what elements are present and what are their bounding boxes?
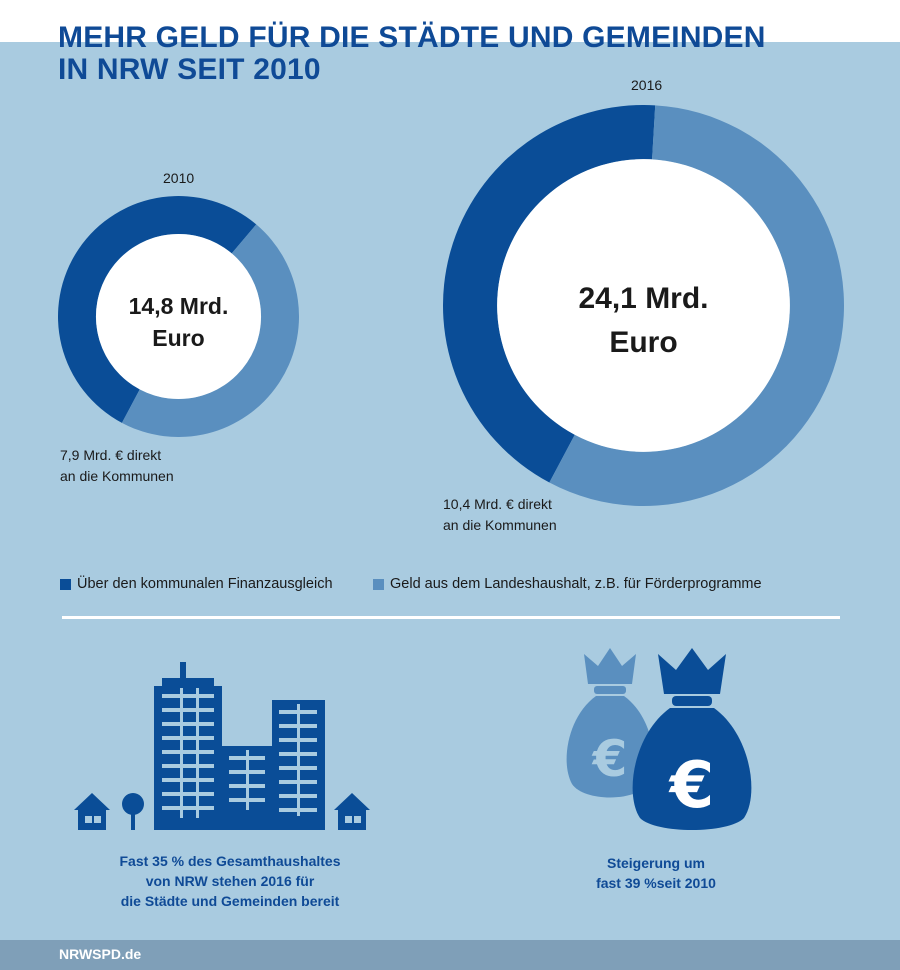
svg-text:€: € xyxy=(668,749,715,823)
city-caption: Fast 35 % des Gesamthaushaltes von NRW s… xyxy=(80,851,380,911)
donut-2010-slice-landeshaushalt xyxy=(121,224,299,437)
money-caption-line-2: fast 39 %seit 2010 xyxy=(596,875,716,891)
city-buildings-icon xyxy=(74,662,370,830)
donut-2016-total-unit: Euro xyxy=(609,326,678,359)
svg-text:€: € xyxy=(592,730,628,788)
donut-2010-total: 14,8 Mrd. Euro xyxy=(58,290,299,354)
donut-2016-center xyxy=(497,159,790,452)
donut-2010-slice-finanzausgleich xyxy=(58,196,257,423)
donut-2016-slice-landeshaushalt xyxy=(549,105,844,506)
city-caption-line-1: Fast 35 % des Gesamthaushaltes xyxy=(119,853,341,869)
header-band xyxy=(0,0,900,42)
annotation-2010-line-1: 7,9 Mrd. € direkt xyxy=(60,447,162,463)
title-line-2: IN NRW SEIT 2010 xyxy=(58,53,321,86)
page-title: MEHR GELD FÜR DIE STÄDTE UND GEMEINDEN I… xyxy=(58,22,766,86)
year-label-2010: 2010 xyxy=(163,170,195,186)
money-caption: Steigerung um fast 39 %seit 2010 xyxy=(556,853,756,893)
donut-2010-center xyxy=(95,233,262,400)
donut-2016-total-amount: 24,1 Mrd. xyxy=(578,282,709,315)
donut-2010-total-amount: 14,8 Mrd. xyxy=(128,293,229,319)
donut-chart-2010 xyxy=(58,196,299,437)
legend-swatch-finanzausgleich xyxy=(60,578,71,590)
annotation-2016-line-2: an die Kommunen xyxy=(443,517,557,533)
annotation-2010-line-2: an die Kommunen xyxy=(60,468,174,484)
legend-swatch-landeshaushalt xyxy=(373,578,384,590)
legend-item-finanzausgleich: Über den kommunalen Finanzausgleich xyxy=(60,576,333,592)
money-caption-line-1: Steigerung um xyxy=(606,855,705,871)
donut-2016-slice-finanzausgleich xyxy=(443,105,656,483)
donut-chart-2016 xyxy=(443,105,844,506)
donut-2010-total-unit: Euro xyxy=(152,325,205,351)
donut-2016-total: 24,1 Mrd. Euro xyxy=(443,277,844,365)
section-divider xyxy=(62,616,840,619)
annotation-2016: 10,4 Mrd. € direkt an die Kommunen xyxy=(443,494,557,536)
annotation-2016-line-1: 10,4 Mrd. € direkt xyxy=(443,496,552,512)
city-caption-line-2: von NRW stehen 2016 für xyxy=(145,873,315,889)
city-caption-line-3: die Städte und Gemeinden bereit xyxy=(120,893,340,909)
legend-label-finanzausgleich: Über den kommunalen Finanzausgleich xyxy=(77,576,333,592)
title-line-1: MEHR GELD FÜR DIE STÄDTE UND GEMEINDEN xyxy=(58,21,766,54)
footer-link[interactable]: NRWSPD.de xyxy=(59,946,142,962)
year-label-2016: 2016 xyxy=(631,77,663,93)
annotation-2010: 7,9 Mrd. € direkt an die Kommunen xyxy=(60,445,174,487)
money-bag-euro-icon: € € xyxy=(566,648,752,830)
footer: NRWSPD.de xyxy=(0,940,900,970)
legend-item-landeshaushalt: Geld aus dem Landeshaushalt, z.B. für Fö… xyxy=(373,576,762,592)
legend-label-landeshaushalt: Geld aus dem Landeshaushalt, z.B. für Fö… xyxy=(390,576,762,592)
